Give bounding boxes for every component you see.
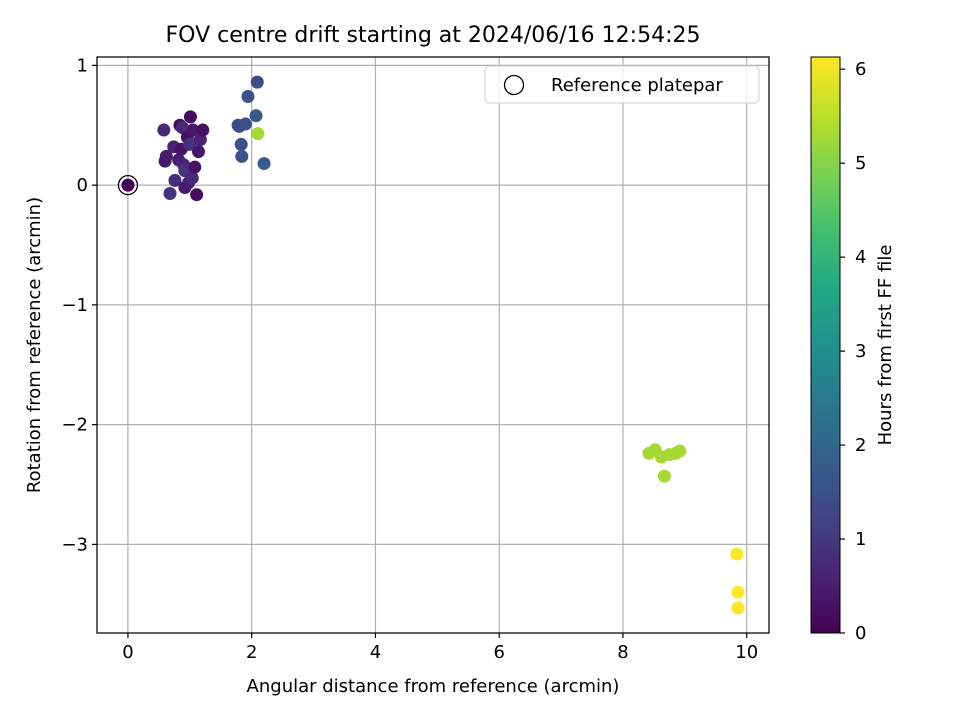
data-point <box>235 149 249 163</box>
colorbar-tick-label: 3 <box>855 341 866 362</box>
colorbar-tick-label: 1 <box>855 529 866 550</box>
x-tick-label: 2 <box>246 642 257 663</box>
colorbar: 0 1 2 3 4 5 6 Hours from first FF file <box>810 56 896 644</box>
legend-box <box>484 65 760 104</box>
y-tick-label: −1 <box>61 295 88 316</box>
colorbar-tick-label: 0 <box>855 623 866 644</box>
data-point <box>157 123 171 137</box>
x-tick-label: 4 <box>370 642 381 663</box>
y-axis-label: Rotation from reference (arcmin) <box>24 197 45 493</box>
data-point <box>121 178 135 192</box>
data-point <box>185 171 199 185</box>
data-point <box>168 173 182 187</box>
data-point <box>731 601 745 615</box>
y-tick-label: 0 <box>77 175 88 196</box>
y-tick-label: 1 <box>77 55 88 76</box>
colorbar-tick-label: 2 <box>855 435 866 456</box>
y-tick-label: −3 <box>61 534 88 555</box>
chart-title: FOV centre drift starting at 2024/06/16 … <box>166 23 701 48</box>
data-point <box>241 90 255 104</box>
data-point <box>163 187 177 201</box>
data-point <box>239 117 253 131</box>
data-points <box>117 75 745 615</box>
data-point <box>251 127 265 141</box>
data-point <box>250 75 264 89</box>
data-point <box>730 547 744 561</box>
x-axis-label: Angular distance from reference (arcmin) <box>247 676 620 697</box>
data-point <box>731 585 745 599</box>
colorbar-tick-label: 4 <box>855 247 866 268</box>
reference-platepar-marker <box>117 174 139 196</box>
legend: Reference platepar <box>484 65 760 104</box>
x-tick-label: 8 <box>617 642 628 663</box>
legend-label: Reference platepar <box>551 75 723 96</box>
data-point <box>196 123 210 137</box>
data-point <box>183 110 197 124</box>
data-point <box>249 109 263 123</box>
data-point <box>657 469 671 483</box>
data-point <box>190 188 204 202</box>
colorbar-tick-label: 5 <box>855 153 866 174</box>
legend-marker-open-circle <box>503 74 525 96</box>
data-point <box>175 121 189 135</box>
x-tick-label: 10 <box>735 642 758 663</box>
data-point <box>186 123 200 137</box>
x-axis-ticks: 0 2 4 6 8 10 <box>122 633 758 663</box>
y-tick-label: −2 <box>61 415 88 436</box>
data-point <box>673 444 687 458</box>
y-axis-ticks: 1 0 −1 −2 −3 <box>61 55 97 555</box>
data-point <box>234 137 248 151</box>
colorbar-ticks: 0 1 2 3 4 5 6 <box>840 59 866 644</box>
x-tick-label: 0 <box>122 642 133 663</box>
data-point <box>257 157 271 171</box>
colorbar-label: Hours from first FF file <box>875 245 896 446</box>
data-point <box>191 145 205 159</box>
data-point <box>158 154 172 168</box>
colorbar-tick-label: 6 <box>855 59 866 80</box>
colorbar-gradient <box>810 56 841 634</box>
plot-area-frame <box>96 56 770 634</box>
data-point <box>188 160 202 174</box>
grid <box>97 57 769 633</box>
data-point <box>183 137 197 151</box>
x-tick-label: 6 <box>493 642 504 663</box>
